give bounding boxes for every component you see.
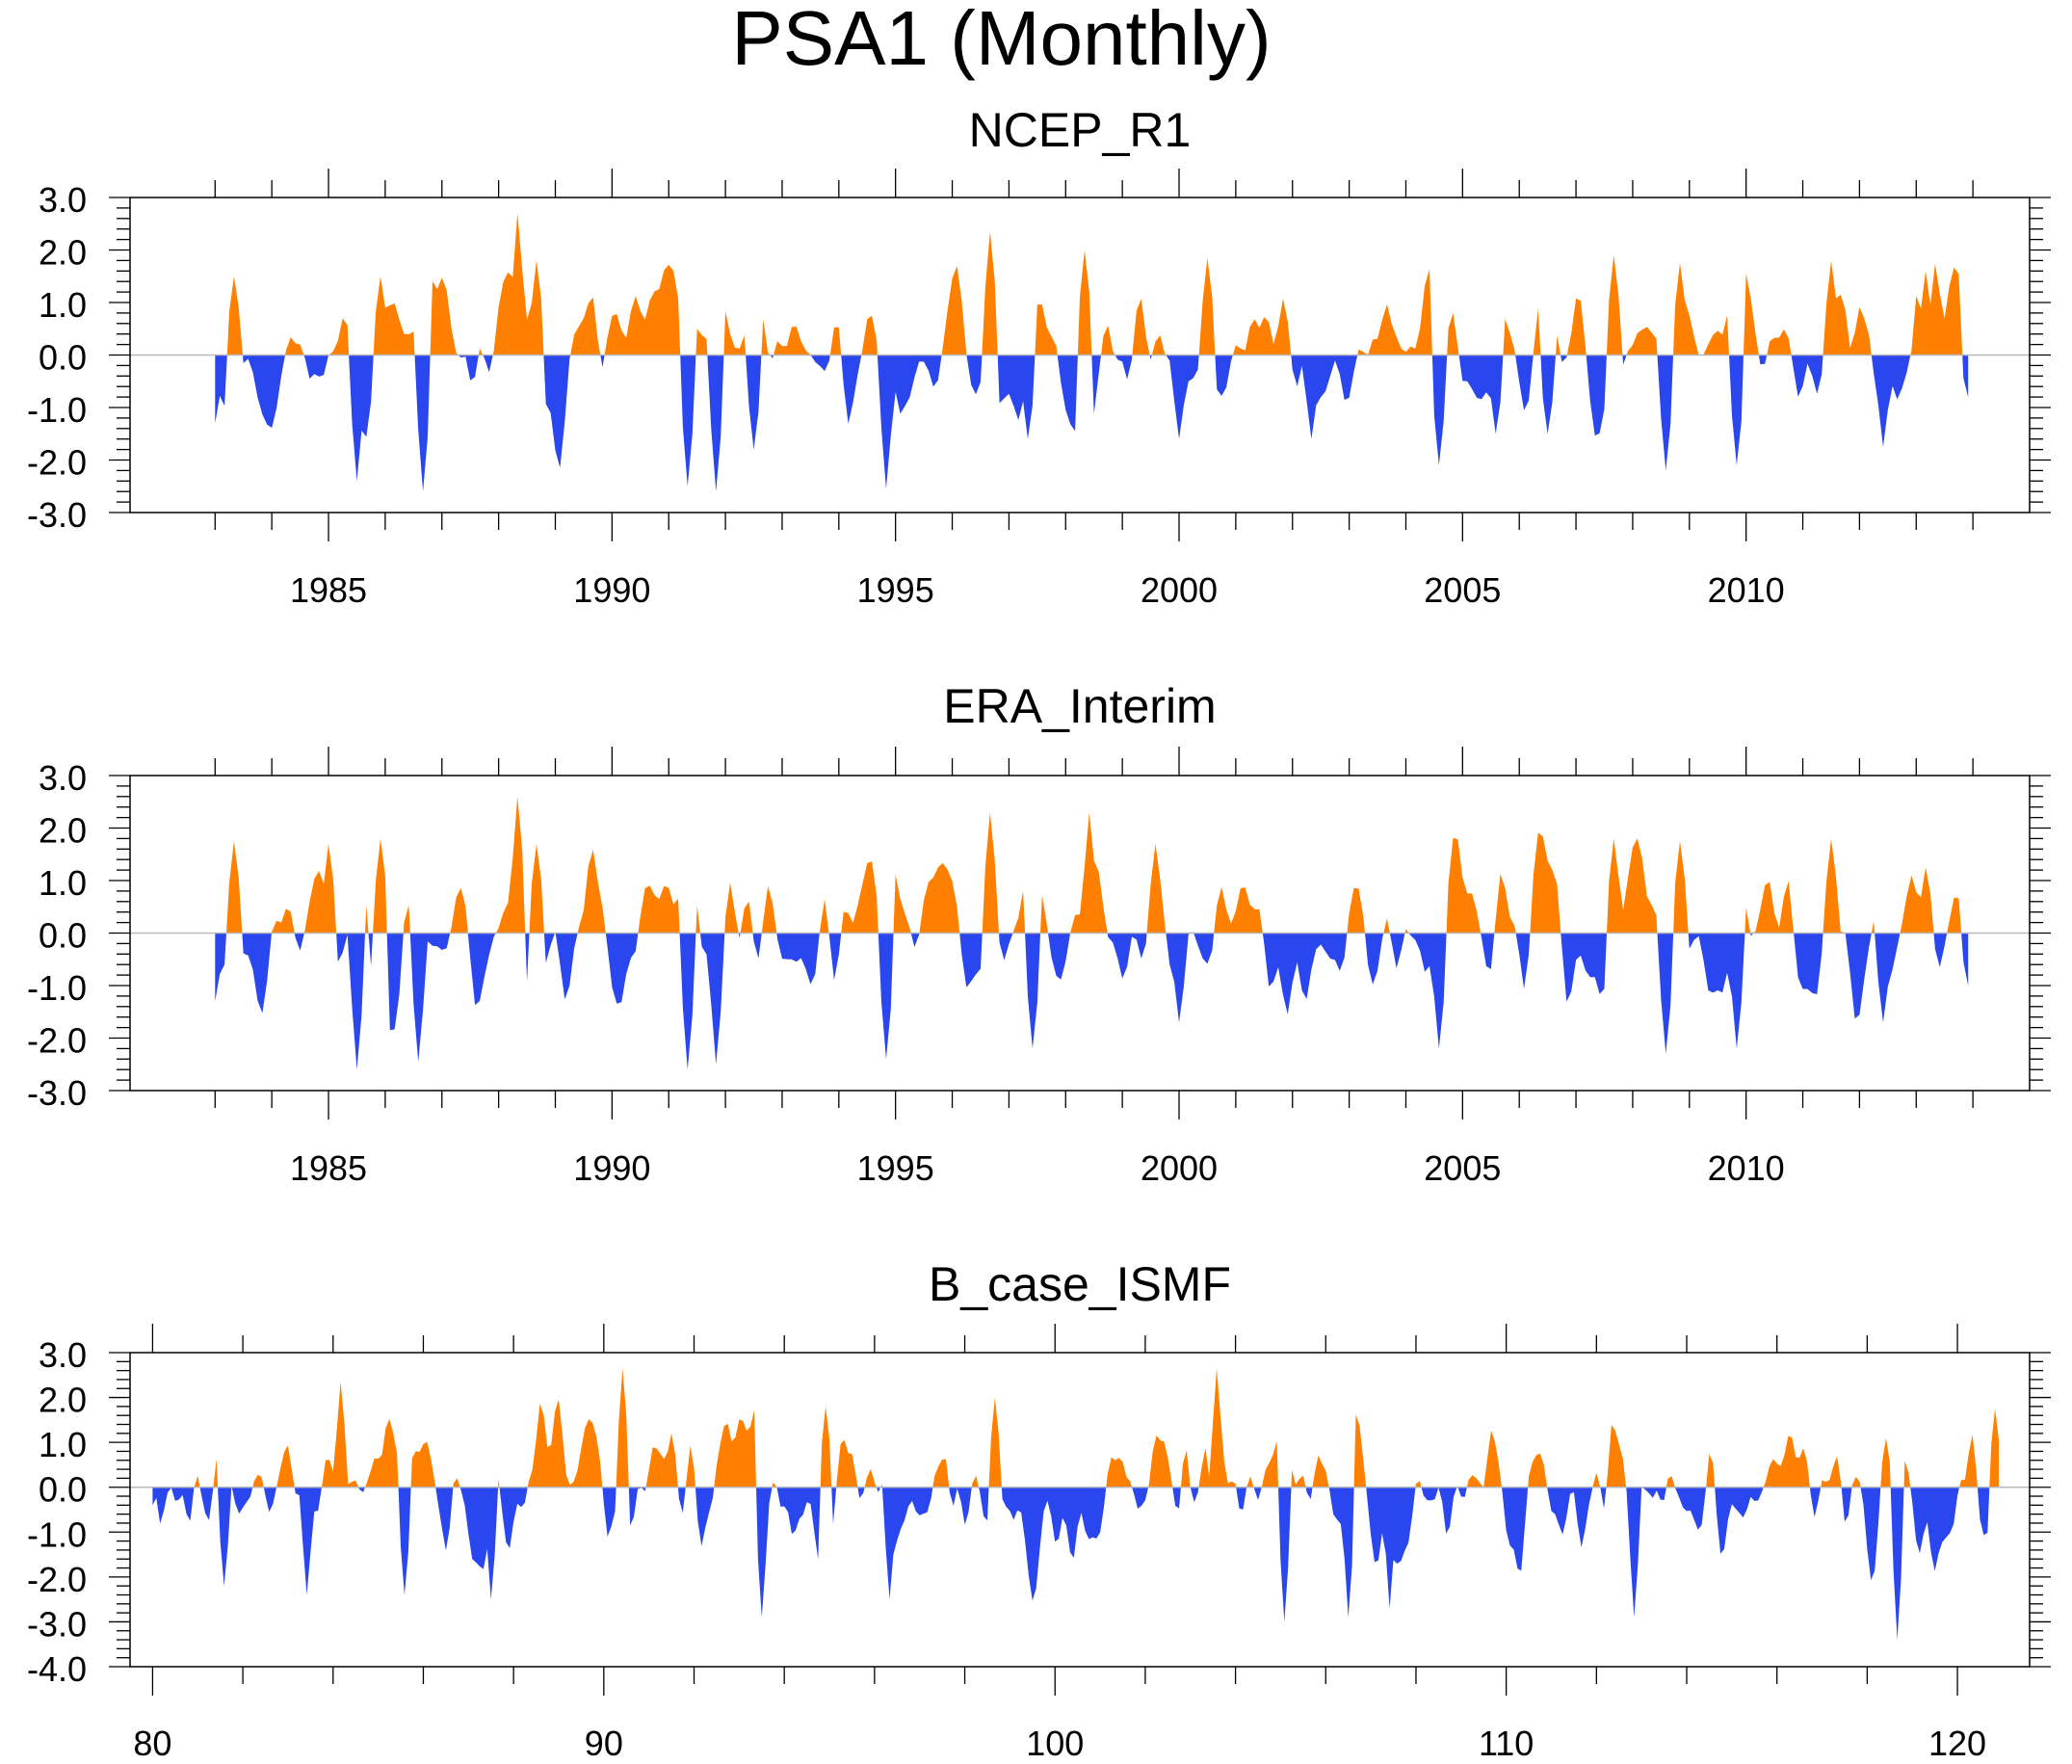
x-tick-label: 1985	[290, 570, 367, 610]
x-tick-label: 1995	[857, 1148, 934, 1188]
y-tick-label: -3.0	[27, 495, 87, 535]
panel-era-interim: ERA_Interim -3.0 -2.0 -1.0 0.0 1.0 2.0 3.0 1985 1…	[27, 679, 2051, 1188]
y-tick-label: 0.0	[39, 916, 87, 956]
panel-title: B_case_ISMF	[929, 1257, 1231, 1311]
x-tick-label: 2010	[1708, 570, 1785, 610]
y-tick-label: 0.0	[39, 338, 87, 378]
y-tick-label: 2.0	[39, 811, 87, 851]
x-tick-label: 110	[1479, 1724, 1534, 1763]
x-tick-label: 1990	[573, 1148, 650, 1188]
x-tick-label: 1990	[573, 570, 650, 610]
y-tick-label: 3.0	[39, 1335, 87, 1375]
positive-area	[215, 213, 1969, 355]
y-tick-label: -2.0	[27, 1560, 87, 1599]
y-tick-label: -3.0	[27, 1604, 87, 1644]
y-tick-label: 0.0	[39, 1470, 87, 1510]
y-tick-label: -2.0	[27, 443, 87, 483]
y-tick-label: 3.0	[39, 758, 87, 798]
panel-b-case-ismf: B_case_ISMF -4.0 -3.0 -2.0 -1.00.0 1.0 2.0 3.0 8…	[27, 1257, 2051, 1763]
x-tick-label: 2000	[1141, 570, 1218, 610]
x-tick-label: 2005	[1424, 570, 1501, 610]
x-tick-label: 80	[133, 1724, 171, 1763]
x-tick-label: 1985	[290, 1148, 367, 1188]
y-tick-label: 2.0	[39, 1381, 87, 1420]
y-tick-label: -4.0	[27, 1649, 87, 1689]
x-tick-label: 120	[1928, 1724, 1986, 1763]
y-tick-label: -1.0	[27, 968, 87, 1008]
y-tick-label: -2.0	[27, 1021, 87, 1061]
y-tick-label: -1.0	[27, 390, 87, 430]
negative-area	[152, 1487, 1999, 1641]
positive-area	[215, 796, 1969, 934]
panel-title: ERA_Interim	[943, 679, 1216, 733]
plot-frame	[129, 1352, 2031, 1668]
panel-title: NCEP_R1	[969, 103, 1192, 157]
x-tick-label: 1995	[857, 570, 934, 610]
x-tick-label: 2000	[1141, 1148, 1218, 1188]
x-tick-label: 100	[1026, 1724, 1084, 1763]
x-tick-label: 2010	[1708, 1148, 1785, 1188]
y-tick-label: 2.0	[39, 233, 87, 273]
y-tick-label: 1.0	[39, 1425, 87, 1464]
page-title: PSA1 (Monthly)	[731, 0, 1272, 81]
positive-area	[152, 1368, 1999, 1488]
x-tick-label: 2005	[1424, 1148, 1501, 1188]
y-tick-label: 1.0	[39, 863, 87, 903]
y-tick-label: -1.0	[27, 1514, 87, 1554]
x-tick-label: 90	[585, 1724, 623, 1763]
y-tick-label: -3.0	[27, 1073, 87, 1113]
negative-area	[215, 933, 1969, 1070]
y-tick-label: 3.0	[39, 180, 87, 220]
y-tick-label: 1.0	[39, 285, 87, 325]
negative-area	[215, 355, 1969, 492]
panel-ncep-r1: NCEP_R1 -3.0 -2.0 -1.0 0.0 1.0 2.0 3.0 1985 1990 1…	[27, 103, 2051, 610]
